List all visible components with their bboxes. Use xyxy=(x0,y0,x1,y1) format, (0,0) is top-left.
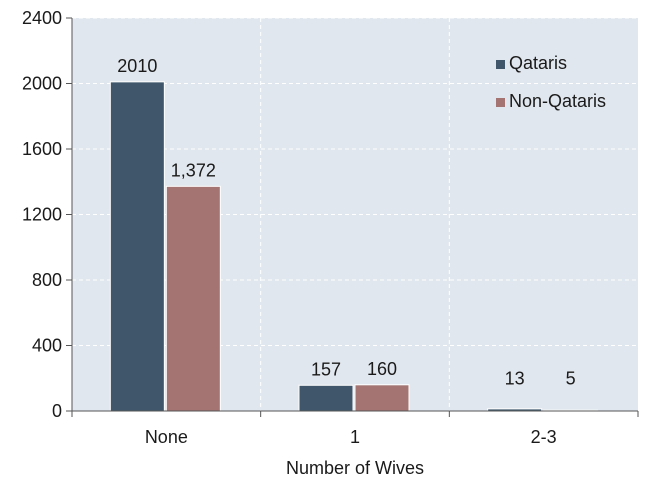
x-tick-label: None xyxy=(145,427,188,447)
bars xyxy=(109,81,599,412)
data-label: 13 xyxy=(505,369,525,389)
y-tick-label: 1200 xyxy=(22,205,62,225)
x-tick-label: 2-3 xyxy=(531,427,557,447)
data-label: 2010 xyxy=(117,56,157,76)
y-tick-label: 0 xyxy=(52,401,62,421)
y-tick-label: 800 xyxy=(32,270,62,290)
x-axis: None 1 2-3 xyxy=(71,410,639,447)
y-axis: 0 400 800 1200 1600 2000 2400 xyxy=(22,8,73,421)
legend-label: Qataris xyxy=(509,53,567,73)
legend-swatch xyxy=(496,98,505,107)
data-label: 5 xyxy=(566,369,576,389)
y-tick-label: 400 xyxy=(32,336,62,356)
x-tick-label: 1 xyxy=(350,427,360,447)
data-label: 160 xyxy=(367,359,397,379)
y-tick-label: 1600 xyxy=(22,139,62,159)
data-labels: 2010 1,372 157 160 13 5 xyxy=(117,56,575,389)
legend: Qataris Non-Qataris xyxy=(496,53,606,111)
y-tick-label: 2400 xyxy=(22,8,62,28)
legend-swatch xyxy=(496,60,505,69)
bar xyxy=(354,384,410,412)
legend-label: Non-Qataris xyxy=(509,91,606,111)
bar xyxy=(298,384,354,412)
bar xyxy=(109,81,165,412)
bar xyxy=(165,185,221,412)
data-label: 1,372 xyxy=(171,160,216,180)
data-label: 157 xyxy=(311,359,341,379)
y-tick-label: 2000 xyxy=(22,74,62,94)
x-axis-title: Number of Wives xyxy=(286,458,424,478)
